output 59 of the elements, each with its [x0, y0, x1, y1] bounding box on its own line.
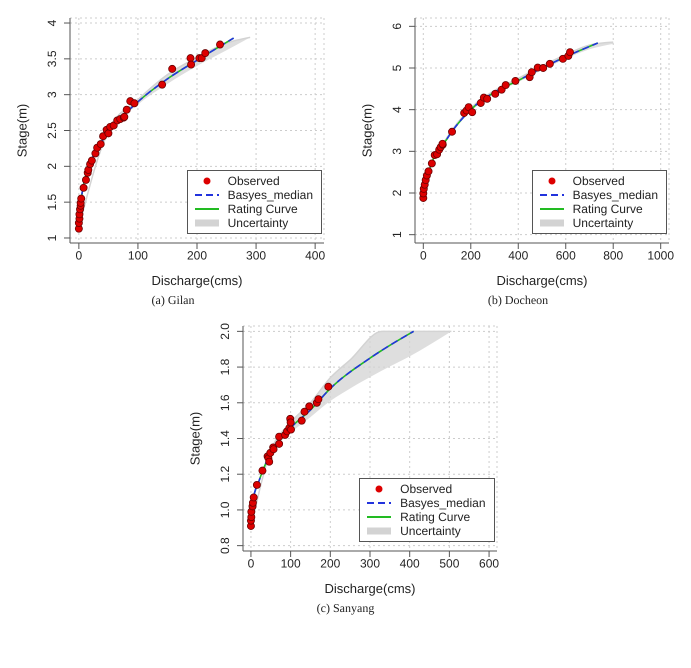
y-tick-label: 1	[390, 231, 404, 238]
legend-label: Basyes_median	[400, 496, 486, 510]
legend-label: Observed	[228, 174, 280, 188]
x-tick-label: 0	[420, 248, 427, 263]
y-tick-label: 1.0	[218, 501, 232, 518]
legend-label: Uncertainty	[400, 524, 461, 538]
y-tick-label: 2.0	[218, 322, 232, 340]
x-tick-label: 100	[280, 556, 300, 571]
x-tick-label: 0	[247, 556, 254, 571]
legend-label: Basyes_median	[228, 188, 313, 202]
y-tick-label: 0.8	[218, 536, 232, 554]
y-tick-label: 2.5	[45, 122, 59, 139]
x-tick-label: 400	[399, 556, 420, 571]
x-tick-label: 400	[508, 248, 529, 263]
y-tick-label: 1.5	[45, 193, 59, 210]
legend-label: Rating Curve	[572, 202, 643, 216]
legend-label: Observed	[400, 482, 452, 496]
legend-label: Uncertainty	[228, 216, 288, 230]
y-tick-label: 1.8	[218, 358, 232, 376]
y-tick-label: 4	[390, 106, 404, 114]
y-tick-label: 5	[390, 64, 404, 72]
y-axis-title: Stage(m)	[187, 412, 202, 466]
y-tick-label: 1	[45, 234, 59, 242]
legend-label: Basyes_median	[572, 188, 658, 202]
y-tick-label: 1.2	[218, 466, 232, 483]
x-axis-title: Discharge(cms)	[324, 581, 416, 596]
x-tick-label: 600	[556, 248, 576, 263]
text: (a) Gilan	[150, 293, 196, 308]
x-tick-label: 100	[128, 248, 148, 263]
legend-label: Rating Curve	[400, 510, 470, 524]
y-tick-label: 1.4	[218, 430, 232, 447]
x-tick-label: 600	[478, 556, 499, 571]
y-tick-label: 2	[390, 189, 404, 196]
y-tick-label: 1.6	[218, 394, 232, 412]
y-tick-label: 3	[390, 148, 404, 155]
y-tick-label: 2	[45, 162, 59, 170]
x-axis-title: Discharge(cms)	[151, 273, 243, 288]
legend-label: Rating Curve	[228, 202, 298, 216]
y-axis-title: Stage(m)	[360, 104, 375, 158]
x-tick-label: 1000	[647, 248, 674, 263]
x-tick-label: 300	[359, 556, 380, 571]
x-tick-label: 200	[320, 556, 340, 571]
legend-label: Uncertainty	[572, 216, 634, 230]
x-tick-label: 200	[186, 248, 208, 263]
x-tick-label: 800	[603, 248, 624, 263]
text: (b) Docheon	[486, 293, 550, 308]
x-tick-label: 300	[246, 248, 266, 263]
x-tick-label: 400	[305, 248, 326, 263]
y-axis-title: Stage(m)	[14, 104, 30, 158]
y-tick-label: 4	[45, 19, 59, 26]
y-tick-label: 3.5	[45, 50, 59, 68]
text: (c) Sanyang	[316, 601, 376, 616]
y-tick-label: 3	[45, 91, 59, 98]
x-tick-label: 0	[76, 248, 83, 263]
x-axis-title: Discharge(cms)	[496, 273, 588, 288]
y-tick-label: 6	[390, 22, 404, 30]
x-tick-label: 200	[460, 248, 482, 263]
legend-label: Observed	[572, 174, 625, 188]
x-tick-label: 500	[438, 556, 460, 571]
